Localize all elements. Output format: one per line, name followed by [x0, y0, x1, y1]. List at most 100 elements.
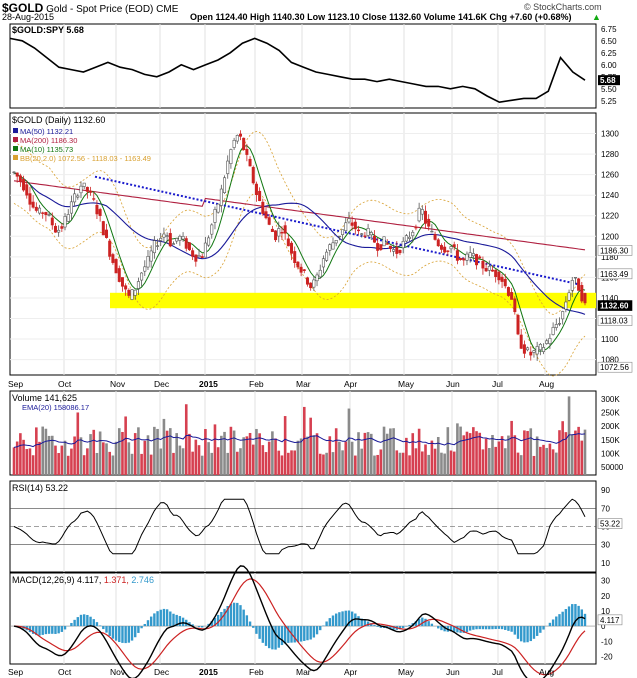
candle-body: [200, 256, 204, 258]
macd-hist-bar: [252, 626, 255, 628]
price-tick-label: 1280: [601, 150, 619, 159]
candle-body: [12, 171, 16, 174]
price-tick-label: 1260: [601, 171, 619, 180]
volume-bar: [102, 442, 105, 475]
candle-body: [290, 242, 294, 254]
volume-bar: [54, 445, 57, 475]
candle-body: [181, 236, 185, 240]
macd-hist-bar: [319, 626, 322, 631]
legend-entry: BB(20,2.0) 1072.56 - 1118.03 - 1163.49: [20, 154, 151, 163]
macd-hist-bar: [583, 613, 587, 627]
price-label: 1132.60: [600, 302, 629, 311]
macd-hist-bar: [140, 626, 143, 629]
volume-bar: [350, 441, 354, 475]
candle-body: [357, 229, 361, 232]
volume-bar: [516, 452, 520, 475]
macd-hist-bar: [86, 614, 89, 627]
candle-body: [325, 251, 329, 261]
candle-body: [140, 272, 144, 281]
volume-bar: [213, 424, 217, 475]
downtrend-line: [94, 175, 581, 286]
volume-bar: [149, 454, 153, 475]
volume-bar: [436, 436, 440, 475]
volume-bar: [172, 452, 175, 475]
volume-bar: [296, 440, 300, 475]
candle-body: [251, 167, 255, 184]
volume-bar: [35, 427, 38, 475]
candle-body: [178, 235, 182, 241]
candle-body: [245, 148, 249, 155]
volume-bar: [105, 443, 108, 475]
macd-hist-bar: [41, 626, 44, 635]
volume-bar: [140, 453, 143, 475]
candle-body: [57, 229, 61, 233]
macd-hist-bar: [484, 626, 488, 630]
volume-bar: [545, 447, 549, 475]
macd-hist-bar: [440, 626, 443, 631]
candle-body: [341, 229, 345, 235]
month-label: 2015: [199, 667, 218, 677]
macd-hist-bar: [172, 613, 175, 627]
candle-body: [302, 269, 306, 271]
candle-body: [124, 285, 128, 290]
candle-body: [334, 239, 338, 244]
macd-hist-bar: [159, 609, 162, 627]
candle-body: [398, 250, 402, 254]
volume-bar: [232, 430, 236, 475]
volume-bar: [376, 454, 379, 475]
volume-bar: [398, 452, 402, 475]
candle-body: [296, 261, 300, 268]
ratio-line: [9, 37, 586, 104]
price-tick-label: 1100: [601, 335, 619, 344]
volume-bar: [223, 431, 226, 475]
candle-body: [462, 258, 466, 261]
rsi-last-value: 53.22: [600, 520, 621, 529]
candle-body: [299, 266, 303, 273]
macd-hist-bar: [357, 616, 360, 627]
month-label: Aug: [539, 379, 554, 389]
candle-body: [385, 243, 389, 245]
candle-body: [388, 245, 392, 249]
volume-bar: [583, 429, 587, 475]
candle-body: [120, 277, 124, 287]
volume-bar: [369, 433, 373, 475]
volume-bar: [127, 442, 131, 475]
price-label: 1163.49: [600, 270, 629, 279]
volume-bar: [290, 450, 293, 475]
volume-bar: [175, 433, 178, 475]
macd-hist-bar: [108, 626, 111, 636]
candle-body: [452, 244, 456, 248]
volume-bar: [446, 427, 450, 475]
macd-hist-bar: [325, 621, 328, 627]
candle-body: [465, 253, 469, 261]
volume-bar: [271, 431, 274, 475]
candle-body: [484, 268, 488, 272]
volume-bar: [153, 426, 156, 475]
candle-body: [557, 323, 561, 325]
volume-bar: [251, 444, 255, 475]
macd-tick-label: -10: [601, 637, 613, 646]
support-zone: [110, 292, 596, 309]
quote-line: 28-Aug-2015 Open 1124.40 High 1140.30 Lo…: [2, 12, 635, 22]
symbol-description: Gold - Spot Price (EOD): [46, 4, 154, 15]
macd-hist-bar: [156, 611, 159, 627]
macd-hist-bar: [555, 616, 558, 627]
volume-bar: [526, 431, 529, 475]
candle-body: [583, 293, 587, 304]
macd-hist-bar: [338, 612, 341, 627]
macd-hist-bar: [60, 626, 64, 632]
macd-hist-bar: [216, 614, 220, 627]
candle-body: [494, 269, 498, 277]
candle-body: [95, 204, 99, 215]
candle-body: [446, 250, 450, 252]
candle-body: [130, 289, 134, 300]
month-label: Feb: [249, 379, 264, 389]
macd-hist-bar: [373, 625, 376, 627]
macd-hist-bar: [258, 626, 261, 639]
volume-bar: [475, 431, 478, 475]
macd-title-part: 1.371,: [101, 575, 129, 585]
quote-values: Open 1124.40 High 1140.30 Low 1123.10 Cl…: [190, 12, 572, 22]
month-label: Aug: [539, 667, 554, 677]
macd-hist-bar: [481, 626, 485, 630]
